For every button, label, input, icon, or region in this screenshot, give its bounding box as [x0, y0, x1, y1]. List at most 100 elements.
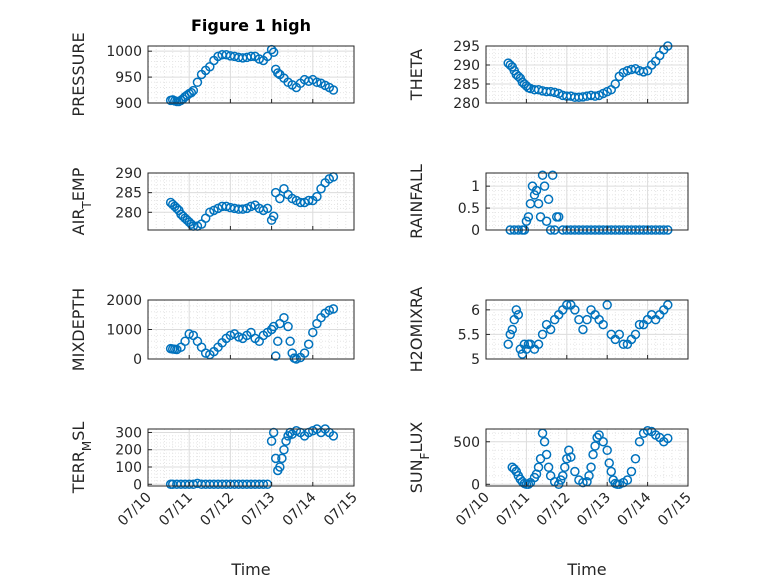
data-point — [180, 336, 190, 347]
axes-box — [485, 172, 689, 231]
data-point — [275, 462, 285, 472]
data-point — [602, 445, 612, 456]
data-point — [560, 462, 570, 473]
data-point — [523, 479, 534, 490]
data-point — [303, 195, 314, 206]
data-point — [582, 314, 592, 325]
y-tick-label: 0 — [133, 352, 142, 368]
data-point — [268, 47, 279, 57]
axes-box — [485, 45, 689, 104]
data-point — [570, 305, 580, 315]
data-point — [308, 327, 318, 338]
data-point — [275, 193, 285, 204]
y-tick-label: 280 — [453, 96, 480, 112]
data-point — [535, 212, 546, 222]
x-tick-label: 07/14 — [280, 489, 320, 529]
data-point — [626, 466, 637, 477]
data-point — [303, 339, 314, 349]
data-point — [281, 436, 291, 446]
y-axis-label: AIRTEMP — [69, 167, 94, 235]
data-point — [590, 441, 600, 451]
data-point — [188, 85, 199, 96]
subplot-5: 0 1000 2000 MIXDEPTH — [69, 288, 355, 371]
axes-box — [147, 45, 355, 104]
y-tick-label: 280 — [115, 205, 142, 221]
x-tick-label: 07/15 — [321, 490, 361, 530]
x-axis-label: Time — [566, 560, 606, 579]
data-point — [533, 198, 544, 209]
data-point — [279, 312, 289, 323]
y-tick-label: 6 — [471, 303, 480, 319]
figure-title: Figure 1 high — [191, 16, 311, 35]
data-point — [186, 219, 197, 229]
y-tick-label: 285 — [453, 77, 480, 93]
data-point — [505, 329, 515, 340]
data-point — [238, 204, 248, 214]
subplot-2: 280 285 290 295 THETA — [407, 39, 689, 112]
data-point — [192, 77, 203, 88]
y-tick-label: 1000 — [106, 44, 142, 60]
data-point — [328, 431, 339, 441]
x-axis-label: Time — [230, 560, 270, 579]
data-point — [270, 453, 281, 464]
data-point — [642, 425, 653, 436]
data-point — [618, 339, 629, 349]
data-point — [541, 216, 552, 226]
data-point — [539, 437, 550, 447]
x-tick-label: 07/12 — [197, 490, 237, 530]
plot-area — [486, 173, 688, 230]
plot-area — [148, 173, 354, 230]
data-point — [529, 190, 540, 200]
data-point — [273, 336, 283, 347]
y-axis-label: RAINFALL — [407, 164, 426, 239]
y-tick-label: 300 — [115, 425, 142, 441]
axes-box — [147, 172, 355, 231]
y-axis-label: THETA — [407, 49, 426, 101]
data-point — [503, 339, 513, 349]
subplot-8: 0 500 SUNFLUX 07/10 07/11 07/12 07/13 07/14 07/1… — [407, 422, 695, 579]
data-point — [562, 300, 572, 310]
y-tick-label: 5 — [471, 352, 480, 368]
subplot-3: 280 285 290 AIRTEMP — [69, 166, 355, 235]
data-point — [533, 339, 544, 349]
data-point — [578, 477, 588, 488]
data-point — [547, 170, 558, 180]
data-point — [312, 77, 322, 88]
data-point — [186, 87, 197, 98]
data-point — [610, 79, 621, 89]
data-point — [268, 427, 279, 438]
y-tick-label: 1 — [471, 179, 480, 195]
data-point — [558, 471, 568, 481]
data-point — [549, 87, 560, 98]
data-point — [543, 194, 554, 205]
y-tick-label: 950 — [115, 70, 142, 86]
data-point — [262, 203, 273, 214]
y-tick-label: 0 — [133, 477, 142, 493]
data-point — [507, 324, 518, 335]
data-point — [328, 85, 339, 95]
y-tick-label: 1000 — [106, 323, 142, 339]
data-point — [570, 466, 580, 477]
x-tick-label: 07/15 — [655, 490, 695, 530]
data-point — [328, 304, 339, 314]
data-point — [614, 329, 625, 340]
data-point — [606, 466, 616, 477]
data-point — [324, 305, 335, 316]
data-point — [279, 444, 289, 455]
subplot-6: 5 5.5 6 H2OMIXRA — [407, 287, 689, 372]
y-tick-label: 500 — [453, 435, 480, 451]
x-tick-label: 07/11 — [493, 490, 533, 530]
x-tick-label: 07/14 — [615, 489, 655, 529]
data-point — [246, 51, 256, 62]
y-tick-label: 100 — [115, 460, 142, 476]
data-point — [254, 54, 264, 64]
data-point — [598, 319, 608, 330]
data-point — [539, 181, 550, 191]
data-point — [543, 462, 554, 473]
x-tick-label: 07/10 — [453, 490, 493, 530]
data-point — [509, 464, 520, 474]
data-point — [537, 170, 548, 180]
y-tick-label: 295 — [453, 39, 480, 55]
